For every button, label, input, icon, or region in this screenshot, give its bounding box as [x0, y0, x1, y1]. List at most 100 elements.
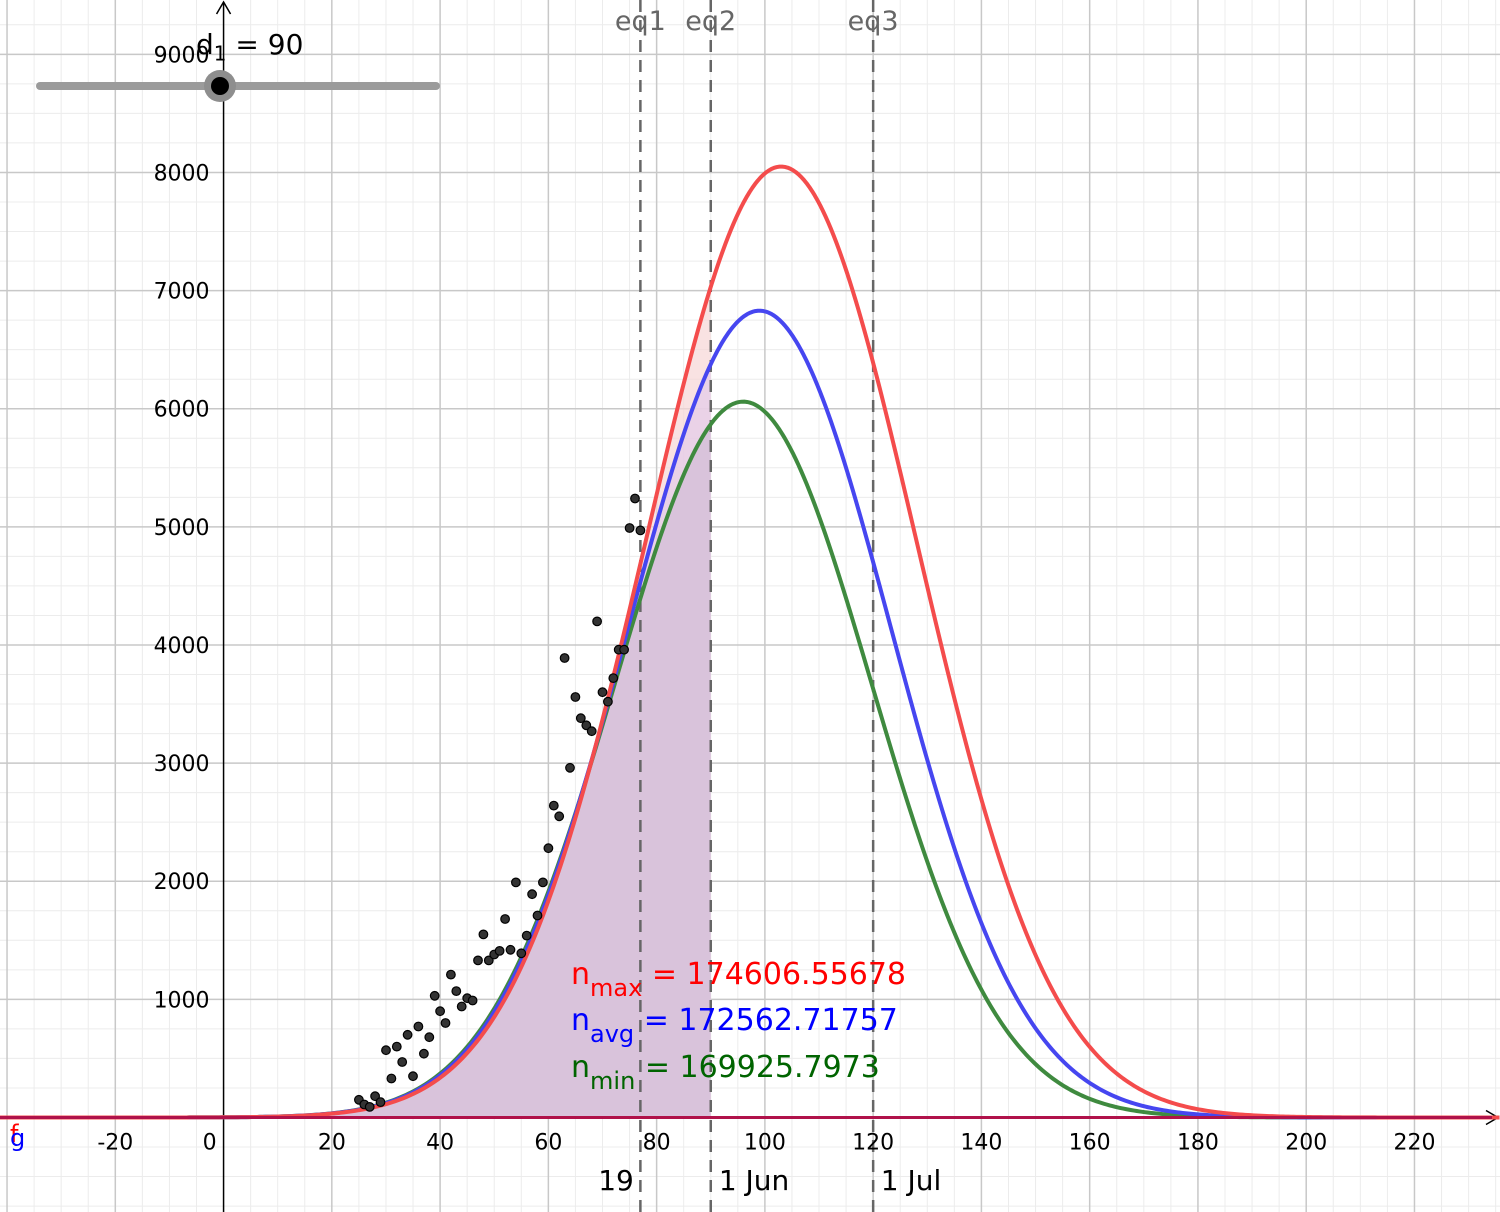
- n-avg-base: n: [571, 1003, 590, 1038]
- x-tick-label: 140: [960, 1130, 1002, 1155]
- data-point: [391, 1041, 402, 1052]
- x-tick-label: 40: [426, 1130, 454, 1155]
- data-point: [630, 493, 640, 504]
- data-point: [494, 946, 505, 956]
- annotation-labels-layer: nmax = 174606.55678 navg = 172562.71757 …: [10, 957, 906, 1152]
- y-tick-label: 4000: [154, 634, 210, 659]
- shaded-area-min: [223, 424, 711, 1118]
- data-point: [581, 720, 592, 731]
- x-tick-label: -20: [97, 1130, 133, 1155]
- n-min-label: nmin = 169925.7973: [571, 1050, 880, 1095]
- equation-lines-layer: [639, 0, 875, 1212]
- slider-equals: =: [226, 28, 268, 61]
- n-max-value: = 174606.55678: [642, 957, 906, 992]
- date-label: 19: [598, 1164, 634, 1197]
- data-point: [397, 1057, 408, 1067]
- curve-label-g: g: [10, 1124, 25, 1152]
- data-point: [592, 616, 602, 627]
- slider-knob[interactable]: [204, 70, 236, 102]
- data-point: [532, 910, 543, 921]
- n-avg-subscript: avg: [590, 1020, 634, 1048]
- y-tick-label: 1000: [154, 988, 210, 1013]
- n-max-label: nmax = 174606.55678: [571, 957, 906, 1002]
- data-point: [375, 1097, 386, 1107]
- data-point: [548, 800, 559, 811]
- y-tick-label: 8000: [154, 161, 210, 186]
- slider-value: 90: [267, 28, 304, 61]
- x-tick-label: 120: [852, 1130, 894, 1155]
- data-point: [364, 1101, 375, 1112]
- x-tick-label: 20: [318, 1130, 346, 1155]
- vertical-line-label-eq1: eq1: [615, 6, 666, 37]
- x-tick-label: 80: [643, 1130, 671, 1155]
- data-point: [635, 525, 646, 536]
- data-point: [511, 877, 521, 888]
- data-point: [413, 1021, 424, 1032]
- data-point: [419, 1048, 429, 1059]
- data-point: [483, 955, 494, 966]
- data-point: [478, 929, 489, 940]
- y-axis-arrow: [215, 0, 232, 15]
- data-point: [624, 523, 635, 533]
- data-point: [597, 687, 608, 698]
- curve-avg: [0, 308, 1500, 1120]
- y-tick-label: 9000: [154, 43, 210, 68]
- data-point: [505, 944, 516, 955]
- y-tick-label: 7000: [154, 280, 210, 305]
- shaded-area-layer: [223, 286, 711, 1118]
- curves-layer: [0, 164, 1500, 1120]
- data-point: [538, 877, 548, 888]
- slider-subscript: 1: [213, 41, 227, 66]
- data-point: [456, 1001, 467, 1012]
- vertical-line-label-eq3: eq3: [848, 6, 899, 37]
- data-point: [440, 1018, 451, 1028]
- data-point: [408, 1071, 418, 1082]
- tick-labels-layer: eq1 eq2 eq3 -20 0 20 40 60 80 100 120 140 160 180 200 2…: [97, 6, 1435, 1197]
- n-min-value: = 169925.7973: [635, 1050, 880, 1085]
- slider-label: d1 = 90: [196, 28, 303, 66]
- curve-label-f: f: [10, 1120, 19, 1148]
- data-point: [608, 673, 619, 683]
- data-point: [386, 1073, 397, 1084]
- data-point: [467, 995, 478, 1006]
- x-tick-label: 200: [1285, 1130, 1327, 1155]
- x-tick-label: 220: [1393, 1130, 1435, 1155]
- data-point: [370, 1091, 381, 1102]
- data-point: [554, 811, 565, 822]
- data-point: [446, 969, 456, 980]
- data-point: [402, 1029, 413, 1040]
- x-tick-label: 180: [1177, 1130, 1219, 1155]
- data-point: [565, 762, 575, 773]
- y-tick-label: 6000: [154, 398, 210, 423]
- data-point: [619, 644, 629, 655]
- data-point: [381, 1045, 391, 1056]
- x-tick-label: 160: [1069, 1130, 1111, 1155]
- data-point: [603, 696, 613, 707]
- data-point: [424, 1032, 435, 1043]
- n-min-base: n: [571, 1050, 590, 1085]
- data-point: [575, 713, 586, 724]
- y-tick-label: 5000: [154, 516, 210, 541]
- data-points-layer: [354, 493, 646, 1112]
- slider-track[interactable]: [36, 82, 440, 90]
- n-max-subscript: max: [590, 974, 642, 1002]
- data-point: [521, 930, 532, 941]
- date-label: 1 Jun: [719, 1164, 789, 1197]
- y-tick-label: 3000: [154, 752, 210, 777]
- x-tick-label: 60: [534, 1130, 562, 1155]
- x-tick-label: 100: [744, 1130, 786, 1155]
- data-point: [559, 653, 570, 663]
- n-max-base: n: [571, 957, 590, 992]
- data-point: [543, 843, 554, 854]
- n-min-subscript: min: [590, 1067, 635, 1095]
- slider-name: d: [196, 28, 214, 61]
- vertical-line-label-eq2: eq2: [685, 6, 736, 37]
- data-point: [516, 948, 527, 959]
- n-avg-value: = 172562.71757: [634, 1003, 898, 1038]
- data-point: [586, 726, 597, 737]
- date-label: 1 Jul: [881, 1164, 942, 1197]
- data-point: [435, 1006, 446, 1017]
- data-point: [429, 990, 440, 1001]
- data-point: [500, 914, 511, 924]
